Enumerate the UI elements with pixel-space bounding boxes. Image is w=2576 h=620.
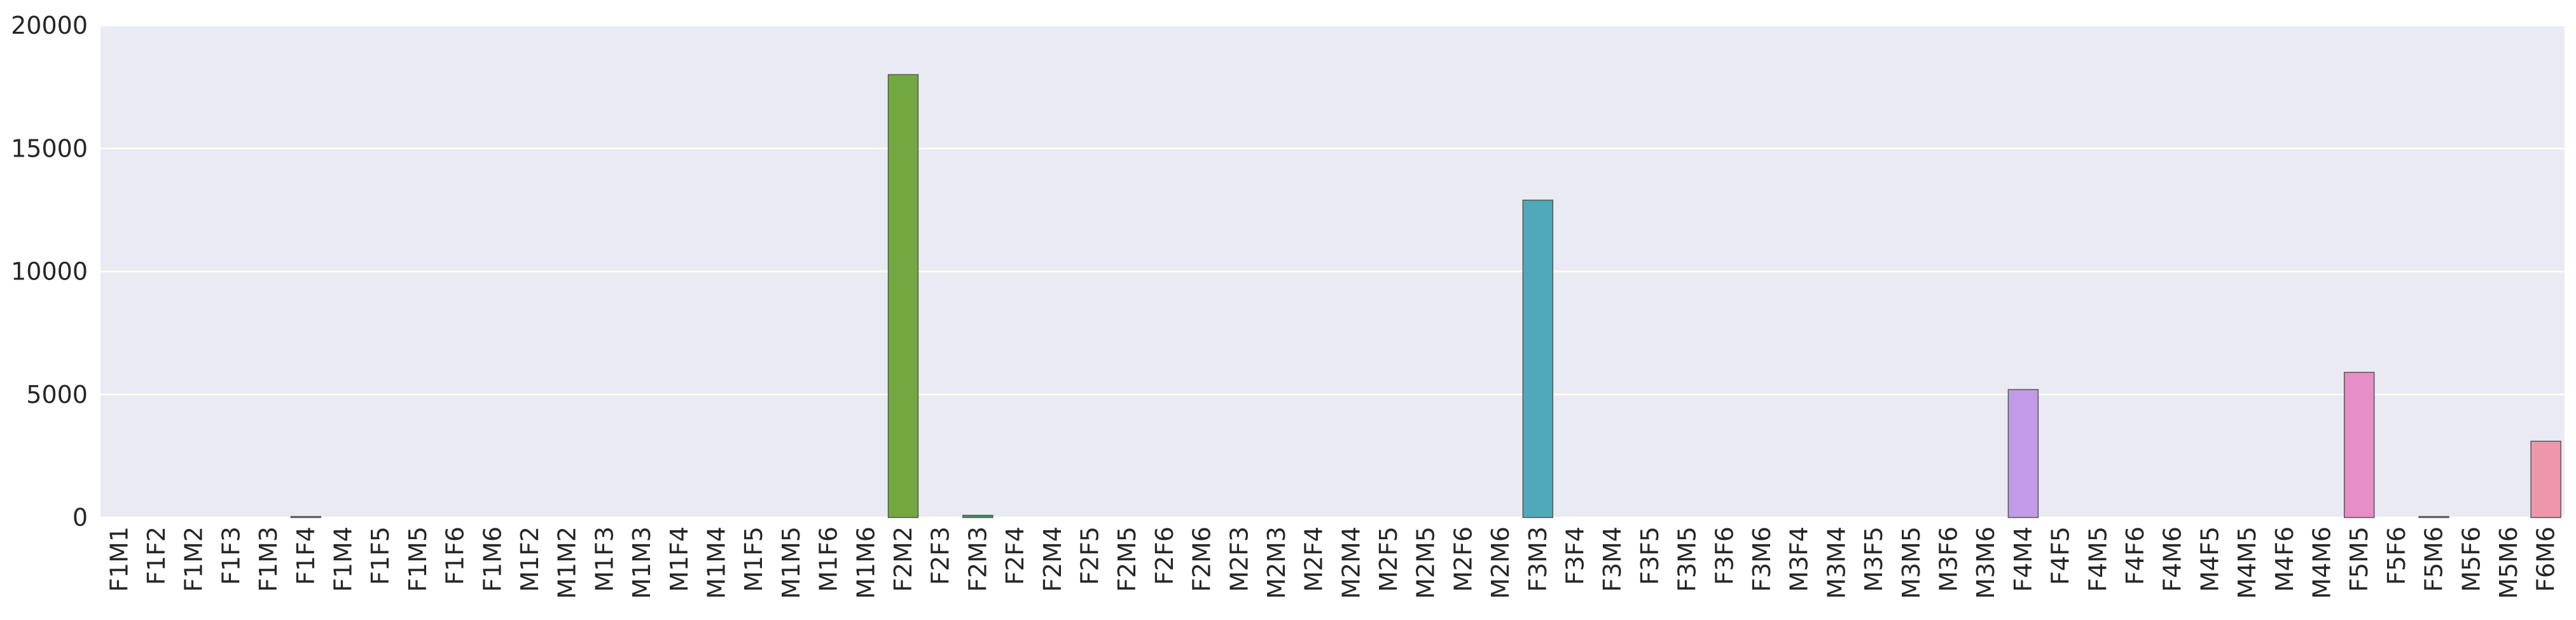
x-tick-label: F2M4 — [1039, 526, 1067, 592]
x-tick-label: F1M4 — [329, 526, 357, 592]
x-tick-label: M2F3 — [1225, 526, 1253, 592]
x-tick-label: F4F5 — [2047, 526, 2075, 585]
x-tick-label: M1M3 — [628, 526, 656, 599]
x-tick-label: F1M3 — [254, 526, 282, 592]
x-tick-label: F3F6 — [1710, 526, 1738, 585]
x-tick-label: M4M6 — [2308, 526, 2336, 599]
x-tick-label: M3F6 — [1935, 526, 1963, 592]
gridlines — [100, 24, 2565, 519]
x-tick-label: F6M6 — [2532, 526, 2560, 592]
x-tick-label: F3M5 — [1673, 526, 1701, 592]
x-tick-label: F2F5 — [1076, 526, 1104, 585]
x-tick-label: M4F6 — [2271, 526, 2299, 592]
x-tick-label: F1F2 — [142, 526, 170, 585]
x-tick-label: F2M5 — [1113, 526, 1141, 592]
x-tick-label: M5F6 — [2457, 526, 2485, 592]
y-tick-label: 0 — [73, 504, 88, 532]
y-tick-label: 10000 — [11, 258, 88, 286]
x-tick-label: M3F4 — [1785, 526, 1813, 592]
x-tick-label: F2F4 — [1001, 526, 1029, 585]
x-tick-label: F2M3 — [964, 526, 992, 592]
x-tick-label: F2M2 — [889, 526, 917, 592]
x-tick-label: F1F3 — [217, 526, 245, 585]
x-tick-label: F1M5 — [404, 526, 432, 592]
x-tick-label: F4M6 — [2159, 526, 2187, 592]
x-tick-label: F1M6 — [478, 526, 506, 592]
x-tick-label: M2F5 — [1375, 526, 1402, 592]
x-tick-label: F5F6 — [2383, 526, 2411, 585]
x-tick-label: M3F5 — [1860, 526, 1888, 592]
x-tick-label: F3M4 — [1598, 526, 1626, 592]
x-tick-label: F3M6 — [1748, 526, 1776, 592]
x-tick-label: F2F3 — [927, 526, 955, 585]
x-tick-label: F2M6 — [1188, 526, 1216, 592]
bar-f1f4 — [290, 516, 322, 518]
y-tick-label: 20000 — [11, 11, 88, 39]
x-tick-label: M1M6 — [852, 526, 880, 599]
bar-f2m2 — [887, 74, 919, 518]
bar-f5m5 — [2343, 372, 2375, 518]
x-tick-label: M2M5 — [1412, 526, 1440, 599]
x-tick-label: M2M3 — [1263, 526, 1291, 599]
x-tick-label: M1M5 — [777, 526, 805, 599]
x-tick-label: M2F4 — [1300, 526, 1328, 592]
x-tick-label: M1F6 — [815, 526, 843, 592]
x-tick-label: M1F3 — [590, 526, 618, 592]
x-tick-label: F1M2 — [180, 526, 208, 592]
y-tick-label: 5000 — [26, 381, 88, 409]
x-tick-label: F1M1 — [105, 526, 133, 592]
x-tick-label: M2M4 — [1337, 526, 1365, 599]
x-tick-label: F4F6 — [2121, 526, 2149, 585]
x-tick-label: M1F5 — [740, 526, 768, 592]
x-tick-label: M1M4 — [703, 526, 731, 599]
x-tick-label: F1F4 — [292, 526, 320, 585]
y-tick-label: 15000 — [11, 134, 88, 162]
bar-f3m3 — [1522, 199, 1554, 518]
x-tick-label: M1F4 — [665, 526, 693, 592]
x-tick-label: M5M6 — [2495, 526, 2523, 599]
x-tick-label: M4F5 — [2196, 526, 2224, 592]
x-tick-label: F3M3 — [1524, 526, 1552, 592]
bar-f2m3 — [962, 514, 994, 518]
x-tick-label: M1F2 — [516, 526, 544, 592]
x-tick-label: F5M6 — [2420, 526, 2448, 592]
bar-f4m4 — [2007, 389, 2039, 518]
x-tick-label: M3M4 — [1822, 526, 1850, 599]
x-tick-label: M1M2 — [553, 526, 581, 599]
x-tick-label: F1F5 — [366, 526, 394, 585]
x-tick-label: M2F6 — [1449, 526, 1477, 592]
x-tick-label: F3F4 — [1562, 526, 1589, 585]
x-axis-ticks: F1M1 F1F2 F1M2 F1F3 F1M3 F1F4 F1M4 F1F5 F1M5 F1F6… — [105, 526, 2559, 599]
x-tick-label: F5M5 — [2345, 526, 2373, 592]
x-tick-label: F1F6 — [441, 526, 469, 585]
x-tick-label: F2F6 — [1151, 526, 1179, 585]
y-axis-ticks: 0 5000 10000 15000 20000 — [11, 11, 88, 532]
x-tick-label: F3F5 — [1636, 526, 1664, 585]
x-tick-label: F4M5 — [2084, 526, 2112, 592]
x-tick-label: M2M6 — [1486, 526, 1514, 599]
x-tick-label: M3M6 — [1972, 526, 2000, 599]
bar-f5m6 — [2418, 516, 2449, 518]
x-tick-label: F4M4 — [2009, 526, 2037, 592]
x-tick-label: M4M5 — [2233, 526, 2261, 599]
bar-f6m6 — [2530, 440, 2561, 518]
bars — [290, 74, 2561, 518]
x-tick-label: M3M5 — [1897, 526, 1925, 599]
